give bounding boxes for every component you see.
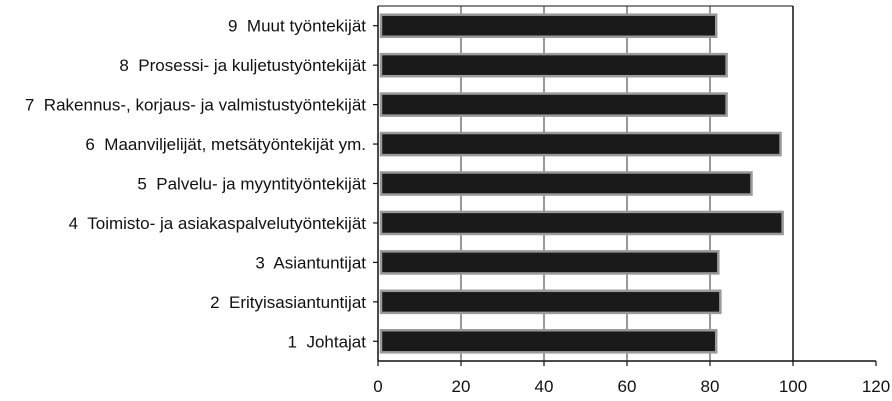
category-label: 7 Rakennus-, korjaus- ja valmistustyönte…: [25, 96, 366, 115]
x-tick-label: 60: [618, 377, 637, 396]
bar: [379, 289, 722, 315]
category-label: 2 Erityisasiantuntijat: [210, 293, 366, 312]
x-tick-label: 0: [373, 377, 382, 396]
x-tick-labels: 0 20 40 60 80 100 120: [373, 361, 890, 396]
bar: [379, 171, 753, 196]
category-labels: 9 Muut työntekijät 8 Prosessi- ja kuljetu…: [25, 17, 378, 351]
category-label: 6 Maanviljelijät, metsätyöntekijät ym.: [85, 135, 366, 154]
bar: [379, 13, 718, 39]
bar: [379, 210, 784, 236]
x-tick-label: 120: [862, 377, 890, 396]
x-tick-label: 100: [779, 377, 807, 396]
bar: [379, 328, 718, 354]
category-label: 9 Muut työntekijät: [228, 17, 366, 36]
category-label: 5 Palvelu- ja myyntityöntekijät: [137, 175, 366, 194]
bars: [379, 13, 784, 354]
category-label: 1 Johtajat: [288, 332, 367, 351]
x-tick-label: 20: [452, 377, 471, 396]
category-label: 3 Asiantuntijat: [255, 253, 366, 272]
bar: [379, 92, 728, 117]
bar: [379, 52, 728, 78]
x-tick-label: 40: [535, 377, 554, 396]
bar: [379, 250, 720, 275]
bar: [379, 131, 782, 157]
category-label: 8 Prosessi- ja kuljetustyöntekijät: [119, 56, 366, 75]
category-label: 4 Toimisto- ja asiakaspalvelutyöntekijät: [69, 214, 367, 233]
x-tick-label: 80: [701, 377, 720, 396]
